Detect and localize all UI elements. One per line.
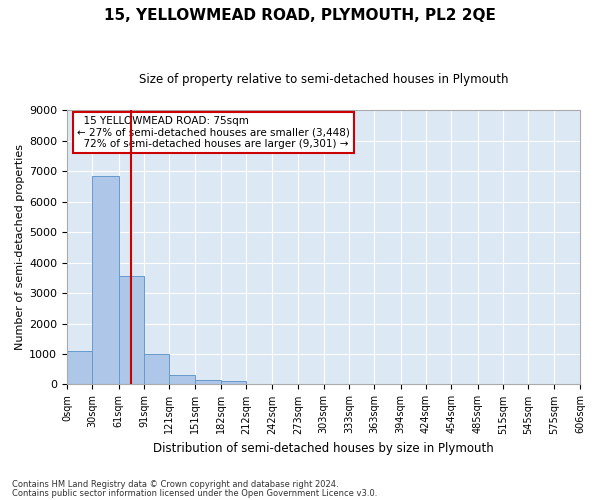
X-axis label: Distribution of semi-detached houses by size in Plymouth: Distribution of semi-detached houses by …	[153, 442, 494, 455]
Text: 15 YELLOWMEAD ROAD: 75sqm
← 27% of semi-detached houses are smaller (3,448)
  72: 15 YELLOWMEAD ROAD: 75sqm ← 27% of semi-…	[77, 116, 350, 149]
Bar	[221, 382, 247, 384]
Bar	[119, 276, 144, 384]
Bar	[67, 351, 92, 384]
Bar	[92, 176, 119, 384]
Text: 15, YELLOWMEAD ROAD, PLYMOUTH, PL2 2QE: 15, YELLOWMEAD ROAD, PLYMOUTH, PL2 2QE	[104, 8, 496, 22]
Bar	[169, 374, 195, 384]
Bar	[195, 380, 221, 384]
Title: Size of property relative to semi-detached houses in Plymouth: Size of property relative to semi-detach…	[139, 72, 508, 86]
Y-axis label: Number of semi-detached properties: Number of semi-detached properties	[15, 144, 25, 350]
Text: Contains public sector information licensed under the Open Government Licence v3: Contains public sector information licen…	[12, 489, 377, 498]
Text: Contains HM Land Registry data © Crown copyright and database right 2024.: Contains HM Land Registry data © Crown c…	[12, 480, 338, 489]
Bar	[144, 354, 169, 384]
